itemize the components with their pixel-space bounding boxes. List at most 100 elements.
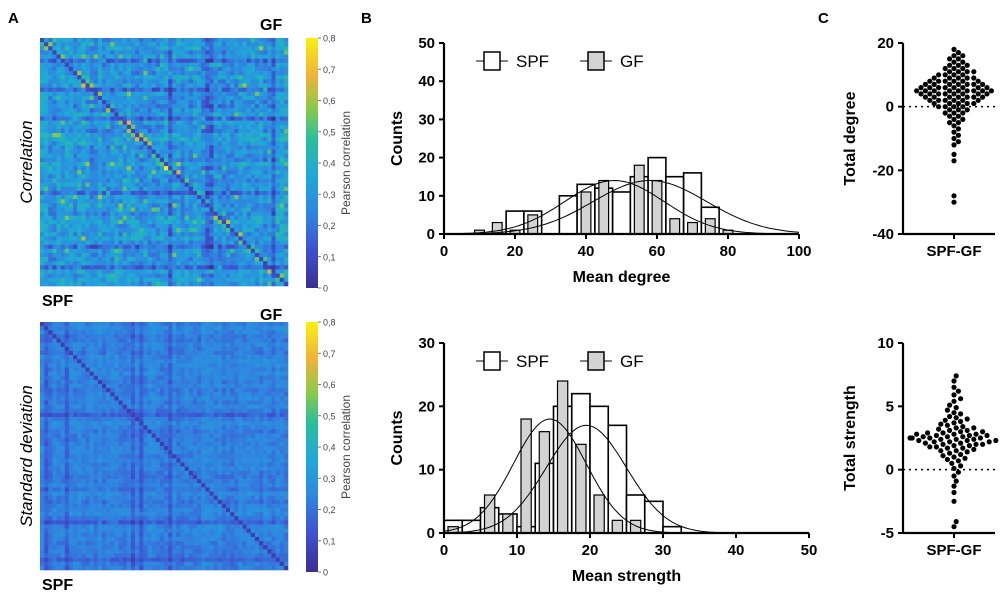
legend-label-gf: GF	[620, 352, 644, 371]
x-tick-label: 50	[801, 542, 818, 559]
data-point	[951, 524, 957, 530]
data-point	[951, 59, 957, 65]
bar-gf	[651, 179, 663, 235]
legend-label-spf: SPF	[516, 52, 549, 71]
colorbar-tick-label: 0,2	[323, 505, 336, 515]
data-point	[938, 448, 944, 454]
data-point	[953, 519, 959, 525]
y-tick-label: 50	[418, 35, 435, 52]
legend-label-gf: GF	[620, 52, 644, 71]
data-point	[975, 85, 981, 91]
colorbar-tick-label: 0,4	[323, 159, 336, 169]
data-point	[947, 100, 953, 107]
y-tick-label: 30	[418, 335, 435, 352]
panel-label-a: A	[8, 10, 19, 27]
data-point	[947, 120, 953, 126]
data-point	[942, 65, 948, 72]
data-point	[936, 78, 942, 84]
data-point	[951, 431, 957, 437]
colorbar-tick-label: 0,6	[323, 380, 336, 390]
data-point	[980, 94, 986, 100]
data-point	[951, 489, 957, 496]
data-point	[927, 85, 933, 91]
data-point	[927, 91, 933, 97]
data-point	[942, 85, 948, 91]
y-tick-label: -20	[872, 162, 894, 179]
bar-spf	[611, 191, 632, 235]
data-point	[951, 123, 957, 129]
colorbar-ticks: 0 0,1 0,2 0,3 0,4 0,5 0,6 0,7 0,8	[318, 34, 336, 294]
fit-curve-gf	[443, 179, 799, 235]
data-point	[953, 478, 959, 484]
data-point	[960, 445, 966, 451]
fit-curve-spf	[444, 180, 800, 235]
y-tick-label: 20	[418, 150, 435, 167]
data-point	[951, 104, 957, 110]
legend-swatch-gf	[587, 51, 605, 71]
data-point	[951, 85, 957, 91]
y-axis-label: Counts	[389, 111, 406, 166]
x-axis-label: Mean degree	[573, 269, 671, 286]
data-point	[960, 104, 966, 110]
data-point	[944, 434, 951, 440]
data-point	[988, 88, 995, 94]
heatmap-lower-label: SPF	[42, 293, 73, 310]
data-point	[964, 81, 970, 87]
data-point	[980, 429, 986, 435]
data-point	[942, 97, 948, 103]
colorbar-label: Pearson correlation	[339, 395, 353, 499]
data-point	[955, 100, 962, 107]
histogram-mean-degree: 0 20 40 60 80 100 0 10 20 30 40 50 Mean degree Counts…	[389, 35, 812, 286]
data-point	[947, 439, 953, 445]
data-point	[947, 94, 953, 100]
data-point	[955, 139, 962, 145]
colorbar-tick-label: 0,1	[323, 252, 336, 262]
data-point	[964, 449, 970, 455]
data-point	[951, 135, 957, 142]
bar-gf	[593, 494, 605, 534]
data-point	[907, 435, 913, 441]
y-axis-label: Total strength	[842, 385, 859, 490]
data-point	[951, 97, 957, 103]
data-point	[936, 85, 942, 91]
colorbar-tick-label: 0,8	[323, 318, 336, 328]
bar-gf	[538, 431, 551, 534]
heatmap-row-label: Correlation	[17, 120, 36, 203]
data-point	[947, 88, 953, 94]
data-point	[927, 97, 933, 103]
data-point	[951, 199, 957, 205]
x-tick-label: 80	[720, 243, 737, 260]
x-tick-label: 30	[655, 542, 672, 559]
data-point	[955, 75, 962, 81]
x-tick-label: 40	[728, 542, 745, 559]
data-point	[955, 81, 962, 87]
y-tick-label: 10	[877, 335, 894, 352]
y-tick-label: 20	[877, 35, 894, 52]
data-point	[975, 97, 981, 103]
data-point	[933, 444, 940, 450]
data-point	[951, 116, 957, 122]
heatmap-upper-label: GF	[260, 17, 282, 34]
data-point	[947, 69, 953, 75]
colorbar	[306, 38, 318, 288]
x-tick-label: 40	[578, 243, 595, 260]
data-point	[951, 454, 957, 460]
data-point	[931, 81, 937, 87]
data-point	[953, 448, 959, 454]
heatmap-lower-label: SPF	[42, 577, 73, 594]
data-point	[936, 104, 942, 110]
data-point	[947, 427, 953, 433]
x-tick-label: 10	[509, 542, 526, 559]
bar-gf	[520, 418, 532, 534]
data-point	[960, 434, 966, 440]
colorbar-tick-label: 0,5	[323, 127, 336, 137]
y-tick-label: 10	[418, 462, 435, 479]
data-point	[936, 426, 942, 432]
data-point	[916, 437, 922, 444]
data-point	[947, 402, 953, 408]
data-point	[971, 88, 977, 94]
data-point	[960, 97, 966, 103]
data-point	[955, 50, 962, 56]
data-point	[993, 437, 999, 444]
x-tick-label: 20	[507, 243, 524, 260]
